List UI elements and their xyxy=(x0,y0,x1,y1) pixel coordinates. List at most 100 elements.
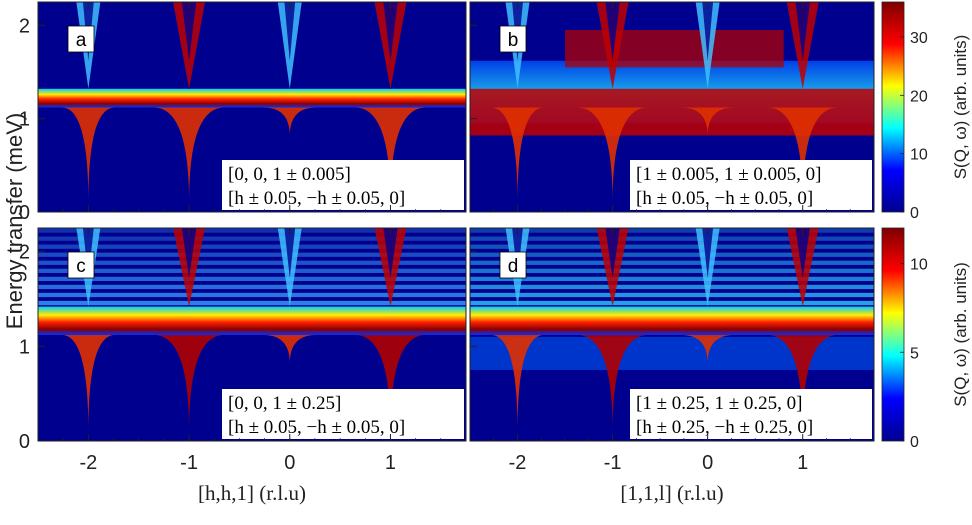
x-tick-label: 1 xyxy=(385,452,396,474)
heatmap-dip xyxy=(263,107,317,136)
annotation-line: [h ± 0.05, −h ± 0.05, 0] xyxy=(228,417,405,438)
colorbar-tick-label: 10 xyxy=(910,257,928,274)
heatmap-cone-inner xyxy=(605,228,620,279)
colorbar-label: S(Q, ω) (arb. units) xyxy=(951,35,970,180)
heatmap-stripe xyxy=(38,252,466,257)
x-tick-label: 0 xyxy=(284,452,295,474)
colorbar-tick-label: 10 xyxy=(910,147,928,164)
x-tick-label: 1 xyxy=(797,452,808,474)
x-tick-label: -2 xyxy=(79,452,97,474)
heatmap-stripe xyxy=(38,244,466,249)
y-tick-label: 1 xyxy=(19,109,30,131)
colorbar-tick-label: 20 xyxy=(910,88,928,105)
panel-annotation-d: [1 ± 0.25, 1 ± 0.25, 0] [h ± 0.25, −h ± 0… xyxy=(630,389,872,439)
panel-label-text: c xyxy=(76,256,86,277)
heatmap-band xyxy=(38,88,466,108)
heatmap-stripe xyxy=(470,260,874,265)
panel-label-text: a xyxy=(76,30,87,51)
heatmap-b xyxy=(470,2,874,212)
heatmap-band xyxy=(470,306,874,335)
heatmap-cone-inner xyxy=(795,2,810,61)
axes-frame-c xyxy=(37,227,467,442)
heatmap-dip xyxy=(355,107,426,203)
x-tick-label: 0 xyxy=(702,452,713,474)
heatmap-dip xyxy=(767,107,838,203)
y-tick-label: 0 xyxy=(19,431,30,453)
panel-label-b: b xyxy=(499,25,527,53)
heatmap-stripe xyxy=(470,228,874,233)
x-axis-label: [h,h,1] (r.l.u) xyxy=(198,481,306,505)
heatmap-dip xyxy=(61,334,115,432)
colorbar-tick-label: 0 xyxy=(910,205,919,222)
panel-annotation-c: [0, 0, 1 ± 0.25] [h ± 0.05, −h ± 0.05, 0] xyxy=(222,389,464,439)
heatmap-stripe xyxy=(38,260,466,265)
heatmap-cone-inner xyxy=(702,2,714,61)
annotation-line: [1 ± 0.005, 1 ± 0.005, 0] xyxy=(636,164,822,185)
panel-label-d: d xyxy=(499,251,527,279)
heatmap-band xyxy=(38,306,466,335)
panel-label-text: b xyxy=(508,30,519,51)
annotation-line: [h ± 0.05, −h ± 0.05, 0] xyxy=(228,188,405,209)
panel-label-c: c xyxy=(67,251,95,279)
panel-label-text: d xyxy=(508,256,519,277)
heatmap-stripe xyxy=(470,268,874,273)
heatmap-stripe xyxy=(38,284,466,290)
colorbar-tick-label: 0 xyxy=(910,434,919,451)
x-tick-label: -2 xyxy=(509,452,527,474)
heatmap-dip xyxy=(153,334,225,432)
heatmap-cone-inner xyxy=(383,2,398,61)
heatmap-dip xyxy=(681,334,735,364)
heatmap-region xyxy=(565,30,784,68)
heatmap-cone-inner xyxy=(284,2,296,61)
axes-frame-d xyxy=(469,227,875,442)
heatmap-cone-inner xyxy=(284,228,296,279)
heatmap-dip xyxy=(491,334,544,432)
heatmap-stripe xyxy=(38,228,466,233)
panel-annotation-a: [0, 0, 1 ± 0.005] [h ± 0.05, −h ± 0.05, 0… xyxy=(222,160,464,210)
annotation-line: [0, 0, 1 ± 0.25] xyxy=(228,393,341,414)
heatmap-cone-inner xyxy=(383,228,398,279)
y-tick-label: 1 xyxy=(19,336,30,358)
heatmap-stripe xyxy=(38,292,466,298)
heatmap-stripe xyxy=(38,276,466,282)
heatmap-cone-inner xyxy=(795,228,810,279)
y-axis-label: Energy transfer (meV) xyxy=(2,113,27,329)
heatmap-stripe xyxy=(38,300,466,306)
y-tick-label: 2 xyxy=(19,15,30,37)
annotation-line: [h ± 0.25, −h ± 0.25, 0] xyxy=(636,417,813,438)
heatmap-dip xyxy=(577,107,648,203)
heatmap-cone-inner xyxy=(605,2,620,61)
colorbar-1: 0 10 20 30 S(Q, ω) (arb. units) xyxy=(881,1,970,222)
heatmap-stripe xyxy=(470,300,874,306)
colorbar-tick-label: 5 xyxy=(910,345,919,362)
y-tick-label: 2 xyxy=(19,242,30,264)
heatmap-dip xyxy=(767,334,838,432)
heatmap-stripe xyxy=(470,244,874,249)
panel-annotation-b: [1 ± 0.005, 1 ± 0.005, 0] [h ± 0.05, −h ±… xyxy=(630,160,872,210)
heatmap-dip xyxy=(263,334,317,364)
colorbar-2: 0 5 10 S(Q, ω) (arb. units) xyxy=(881,227,970,451)
colorbar-tick-label: 30 xyxy=(910,30,928,47)
panel-label-a: a xyxy=(67,25,95,53)
heatmap-cone-inner xyxy=(181,2,197,61)
x-axis-label: [1,1,l] (r.l.u) xyxy=(620,481,723,505)
annotation-line: [1 ± 0.25, 1 ± 0.25, 0] xyxy=(636,393,803,414)
y-tick-label: 0 xyxy=(19,202,30,224)
heatmap-dip xyxy=(681,107,735,136)
axes-frame-b xyxy=(469,1,875,213)
axes-frame-a xyxy=(37,1,467,213)
annotation-line: [0, 0, 1 ± 0.005] xyxy=(228,164,351,185)
colorbar-label: S(Q, ω) (arb. units) xyxy=(951,262,970,407)
heatmap-stripe xyxy=(470,284,874,290)
heatmap-stripe xyxy=(470,236,874,241)
x-tick-label: -1 xyxy=(604,452,622,474)
heatmap-dip xyxy=(491,107,544,203)
heatmap-dip xyxy=(61,107,115,203)
x-tick-label: -1 xyxy=(180,452,198,474)
heatmap-stripe xyxy=(38,236,466,241)
heatmap-cone-inner xyxy=(702,228,714,279)
heatmap-stripe xyxy=(470,276,874,282)
heatmap-dip xyxy=(355,334,426,432)
heatmap-dip xyxy=(153,107,225,203)
